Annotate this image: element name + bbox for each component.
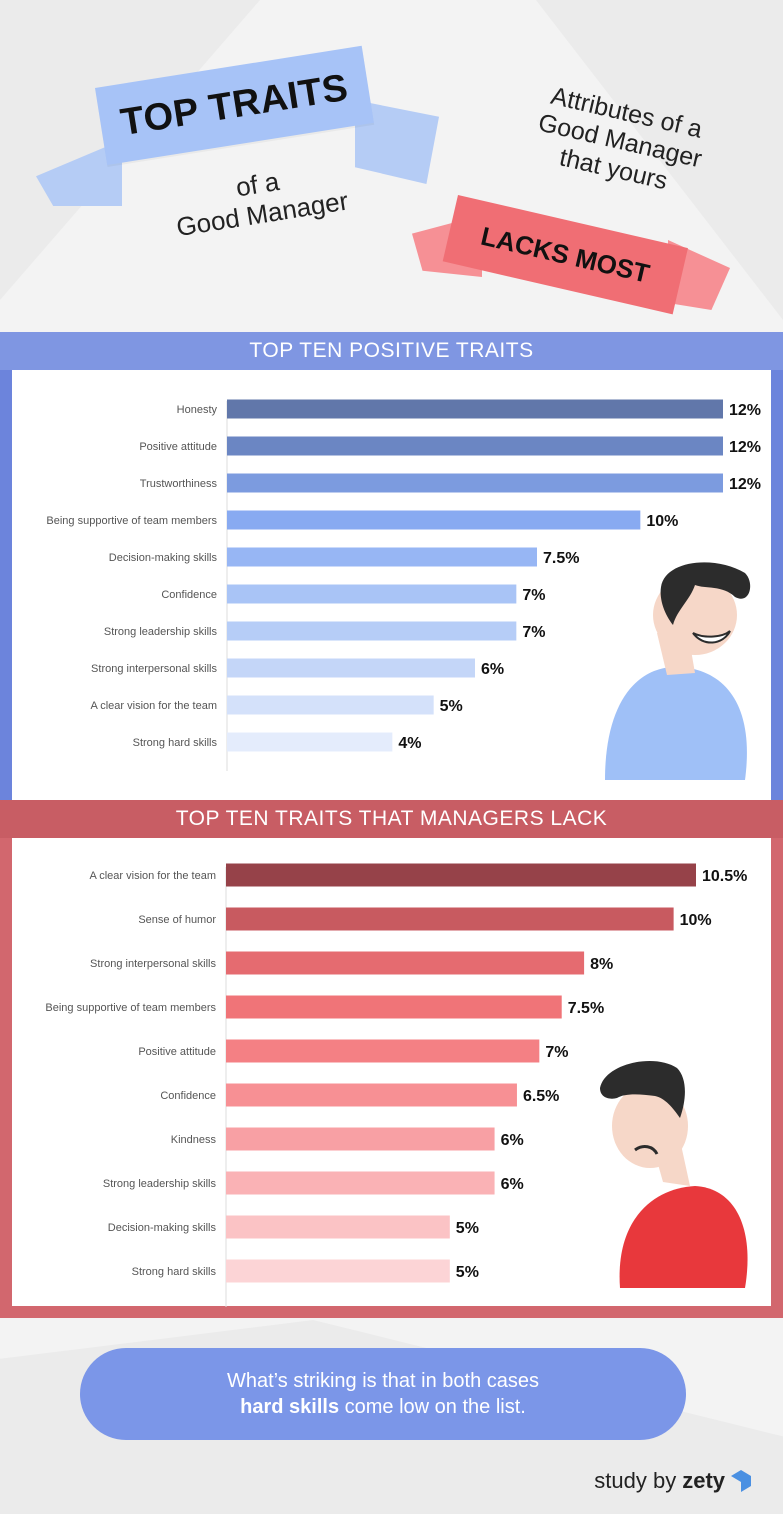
value-label: 7.5% — [568, 1000, 604, 1017]
bar — [226, 1215, 450, 1239]
category-label: Sense of humor — [138, 914, 216, 926]
value-label: 12% — [729, 402, 761, 419]
category-label: Honesty — [177, 404, 218, 416]
value-label: 7.5% — [543, 550, 579, 567]
bar — [227, 621, 517, 641]
bar — [226, 863, 696, 887]
category-label: Decision-making skills — [108, 1222, 217, 1234]
happy-manager-illustration — [605, 562, 751, 780]
lacking-traits-chart: A clear vision for the team 10.5% Sense of… — [45, 863, 747, 1307]
bar — [226, 951, 585, 975]
unhappy-manager-illustration — [600, 1060, 748, 1288]
value-label: 10% — [646, 513, 678, 530]
category-label: Strong hard skills — [132, 1266, 217, 1278]
bar — [227, 658, 475, 678]
category-label: A clear vision for the team — [90, 700, 217, 712]
conclusion-pill: What’s striking is that in both cases ha… — [80, 1348, 686, 1440]
value-label: 6% — [481, 661, 504, 678]
zety-logo-icon — [731, 1470, 751, 1492]
value-label: 5% — [440, 698, 463, 715]
conclusion-line2: hard skills come low on the list. — [240, 1394, 526, 1420]
category-label: Kindness — [171, 1134, 217, 1146]
lacking-traits-header: TOP TEN TRAITS THAT MANAGERS LACK — [0, 800, 783, 838]
bar — [226, 1083, 517, 1107]
lacking-traits-title: TOP TEN TRAITS THAT MANAGERS LACK — [175, 807, 608, 830]
category-label: Positive attitude — [139, 441, 217, 453]
value-label: 7% — [522, 587, 545, 604]
bar — [227, 732, 393, 752]
lacks-most-title: LACKS MOST — [478, 220, 653, 289]
bar — [226, 1259, 450, 1283]
value-label: 5% — [456, 1264, 479, 1281]
value-label: 7% — [522, 624, 545, 641]
lacks-most-ribbon: LACKS MOST — [442, 195, 688, 315]
value-label: 8% — [590, 956, 613, 973]
value-label: 5% — [456, 1220, 479, 1237]
conclusion-rest: come low on the list. — [339, 1396, 526, 1418]
category-label: Decision-making skills — [109, 552, 218, 564]
positive-traits-chart: Honesty 12% Positive attitude 12% Trustworth… — [46, 399, 761, 771]
bar — [227, 547, 537, 567]
category-label: Strong leadership skills — [103, 1178, 217, 1190]
conclusion-line1: What’s striking is that in both cases — [227, 1370, 539, 1392]
bar — [226, 1127, 495, 1151]
bar — [227, 473, 723, 493]
value-label: 7% — [545, 1044, 568, 1061]
category-label: Strong interpersonal skills — [91, 663, 217, 675]
conclusion-bold: hard skills — [240, 1396, 340, 1418]
value-label: 6% — [501, 1176, 524, 1193]
category-label: Positive attitude — [138, 1046, 216, 1058]
credit: study by zety — [594, 1468, 751, 1494]
value-label: 10.5% — [702, 868, 747, 885]
left-subtitle: of a Good Manager — [157, 155, 364, 245]
category-label: Strong leadership skills — [104, 626, 218, 638]
bar — [227, 436, 723, 456]
bar — [227, 695, 434, 715]
category-label: Confidence — [160, 1090, 216, 1102]
top-traits-title: TOP TRAITS — [117, 66, 351, 144]
bar — [226, 1171, 495, 1195]
category-label: A clear vision for the team — [89, 870, 216, 882]
value-label: 4% — [398, 735, 421, 752]
value-label: 6% — [501, 1132, 524, 1149]
value-label: 10% — [680, 912, 712, 929]
category-label: Strong interpersonal skills — [90, 958, 216, 970]
positive-traits-header: TOP TEN POSITIVE TRAITS — [0, 332, 783, 370]
value-label: 6.5% — [523, 1088, 559, 1105]
bar — [227, 399, 723, 419]
bar — [226, 907, 674, 931]
bar — [227, 510, 641, 530]
category-label: Confidence — [161, 589, 217, 601]
category-label: Being supportive of team members — [45, 1002, 216, 1014]
bar — [226, 1039, 540, 1063]
category-label: Being supportive of team members — [46, 515, 217, 527]
category-label: Trustworthiness — [140, 478, 218, 490]
credit-prefix: study by — [594, 1468, 677, 1493]
positive-traits-title: TOP TEN POSITIVE TRAITS — [249, 339, 534, 362]
category-label: Strong hard skills — [133, 737, 218, 749]
credit-brand: zety — [682, 1468, 725, 1493]
value-label: 12% — [729, 476, 761, 493]
bar — [227, 584, 517, 604]
value-label: 12% — [729, 439, 761, 456]
bar — [226, 995, 562, 1019]
